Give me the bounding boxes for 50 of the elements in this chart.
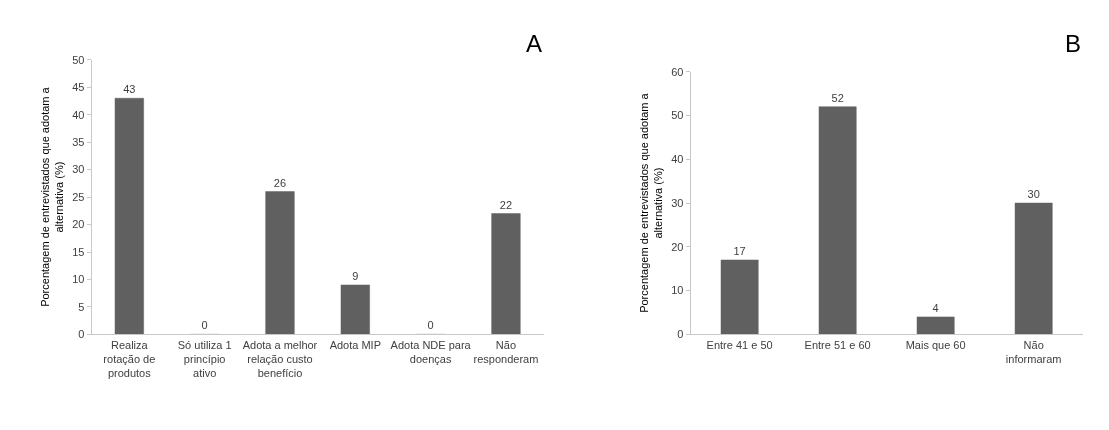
x-tick-label: Adota MIP: [329, 338, 381, 351]
bar: [340, 284, 370, 335]
y-tick-label: 40: [671, 153, 684, 166]
bar: [265, 191, 295, 335]
x-tick-label: Não informaram: [1005, 338, 1062, 365]
data-label: 26: [273, 176, 287, 189]
y-tick-label: 50: [671, 109, 684, 122]
x-tick-label: Não responderam: [473, 338, 539, 365]
y-tick-label: 0: [78, 328, 85, 341]
bar: [1014, 202, 1053, 335]
y-tick-label: 30: [671, 196, 684, 209]
y-tick-label: 40: [72, 108, 85, 121]
y-tick-label: 0: [677, 328, 684, 341]
y-tick-label: 10: [671, 284, 684, 297]
bar: [491, 213, 521, 335]
text: A: [526, 30, 543, 57]
y-tick-label: 15: [72, 245, 85, 258]
data-label: 9: [352, 269, 359, 282]
y-tick-label: 60: [671, 65, 684, 78]
x-tick-label: Mais que 60: [905, 338, 966, 351]
text: B: [1065, 30, 1082, 57]
data-label: 17: [733, 244, 746, 257]
data-label: 30: [1027, 188, 1040, 201]
y-tick-label: 20: [671, 240, 684, 253]
y-tick-label: 25: [72, 190, 85, 203]
data-label: 22: [499, 198, 513, 211]
x-tick-label: Adota a melhor relação custo benefício: [242, 338, 318, 380]
x-tick-label: Realiza rotação de produtos: [103, 338, 156, 380]
y-tick-label: 10: [72, 273, 85, 286]
x-tick-label: Só utiliza 1 princípio ativo: [177, 338, 232, 380]
y-axis-title: Porcentagem de entrevistados que adotam a alternativa (%): [38, 86, 65, 307]
y-tick-label: 30: [72, 163, 85, 176]
data-label: 4: [932, 301, 939, 314]
y-tick-label: 50: [72, 53, 85, 66]
x-tick-label: Entre 51 e 60: [804, 338, 871, 351]
bar: [720, 259, 759, 335]
data-label: 52: [831, 91, 844, 104]
x-tick-label: Adota NDE para doenças: [390, 338, 472, 365]
data-label: 0: [427, 319, 434, 332]
bar: [818, 106, 857, 335]
x-tick-label: Entre 41 e 50: [706, 338, 773, 351]
y-axis-title: Porcentagem de entrevistados que adotam a alternativa (%): [637, 92, 664, 313]
data-label: 43: [123, 83, 136, 96]
y-tick-label: 5: [78, 300, 85, 313]
bar: [114, 97, 144, 335]
y-tick-label: 20: [72, 218, 85, 231]
bar: [916, 316, 955, 335]
data-label: 0: [201, 319, 208, 332]
y-tick-label: 35: [72, 136, 85, 149]
y-tick-label: 45: [72, 81, 85, 94]
